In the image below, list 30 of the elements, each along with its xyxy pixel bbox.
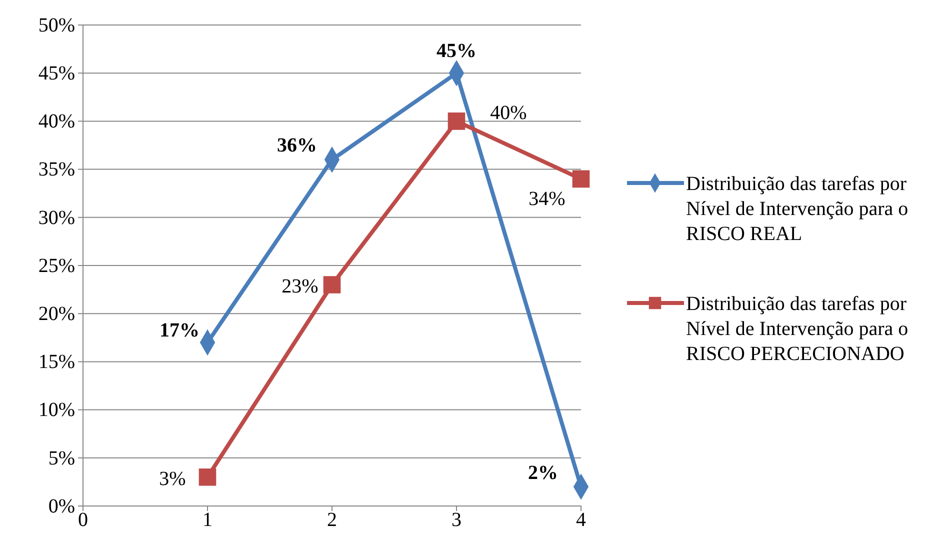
data-label: 45% bbox=[436, 40, 476, 62]
y-tick-label: 5% bbox=[48, 447, 75, 470]
point bbox=[198, 468, 216, 486]
y-tick-label: 30% bbox=[38, 206, 75, 229]
point bbox=[448, 112, 466, 130]
y-tick-label: 20% bbox=[38, 303, 75, 325]
data-label: 3% bbox=[159, 468, 186, 490]
point bbox=[572, 170, 590, 188]
x-tick-label: 2 bbox=[327, 509, 337, 531]
y-tick-label: 40% bbox=[38, 110, 75, 133]
data-label: 40% bbox=[490, 102, 527, 124]
y-tick-label: 15% bbox=[38, 351, 75, 374]
x-tick-label: 4 bbox=[576, 509, 586, 531]
x-tick-label: 1 bbox=[202, 509, 212, 531]
y-tick-label: 10% bbox=[38, 399, 75, 422]
x-tick-label: 0 bbox=[78, 509, 88, 531]
x-tick-label: 3 bbox=[452, 509, 462, 531]
data-label: 2% bbox=[528, 462, 558, 484]
point bbox=[323, 276, 341, 294]
y-tick-label: 35% bbox=[38, 158, 75, 181]
y-tick-label: 25% bbox=[38, 254, 75, 277]
legend-label: Distribuição das tarefas por Nível de Intervenção para o RISCO PERCECIONADO bbox=[686, 293, 908, 365]
data-label: 34% bbox=[528, 188, 566, 210]
data-label: 17% bbox=[160, 319, 200, 342]
data-label: 23% bbox=[282, 276, 318, 298]
legend-label: Distribuição das tarefas por Nível de Intervenção para o RISCO REAL bbox=[686, 173, 908, 245]
data-label: 36% bbox=[277, 134, 317, 157]
y-tick-label: 0% bbox=[48, 495, 75, 518]
y-tick-label: 50% bbox=[38, 14, 75, 36]
y-tick-label: 45% bbox=[38, 62, 75, 84]
